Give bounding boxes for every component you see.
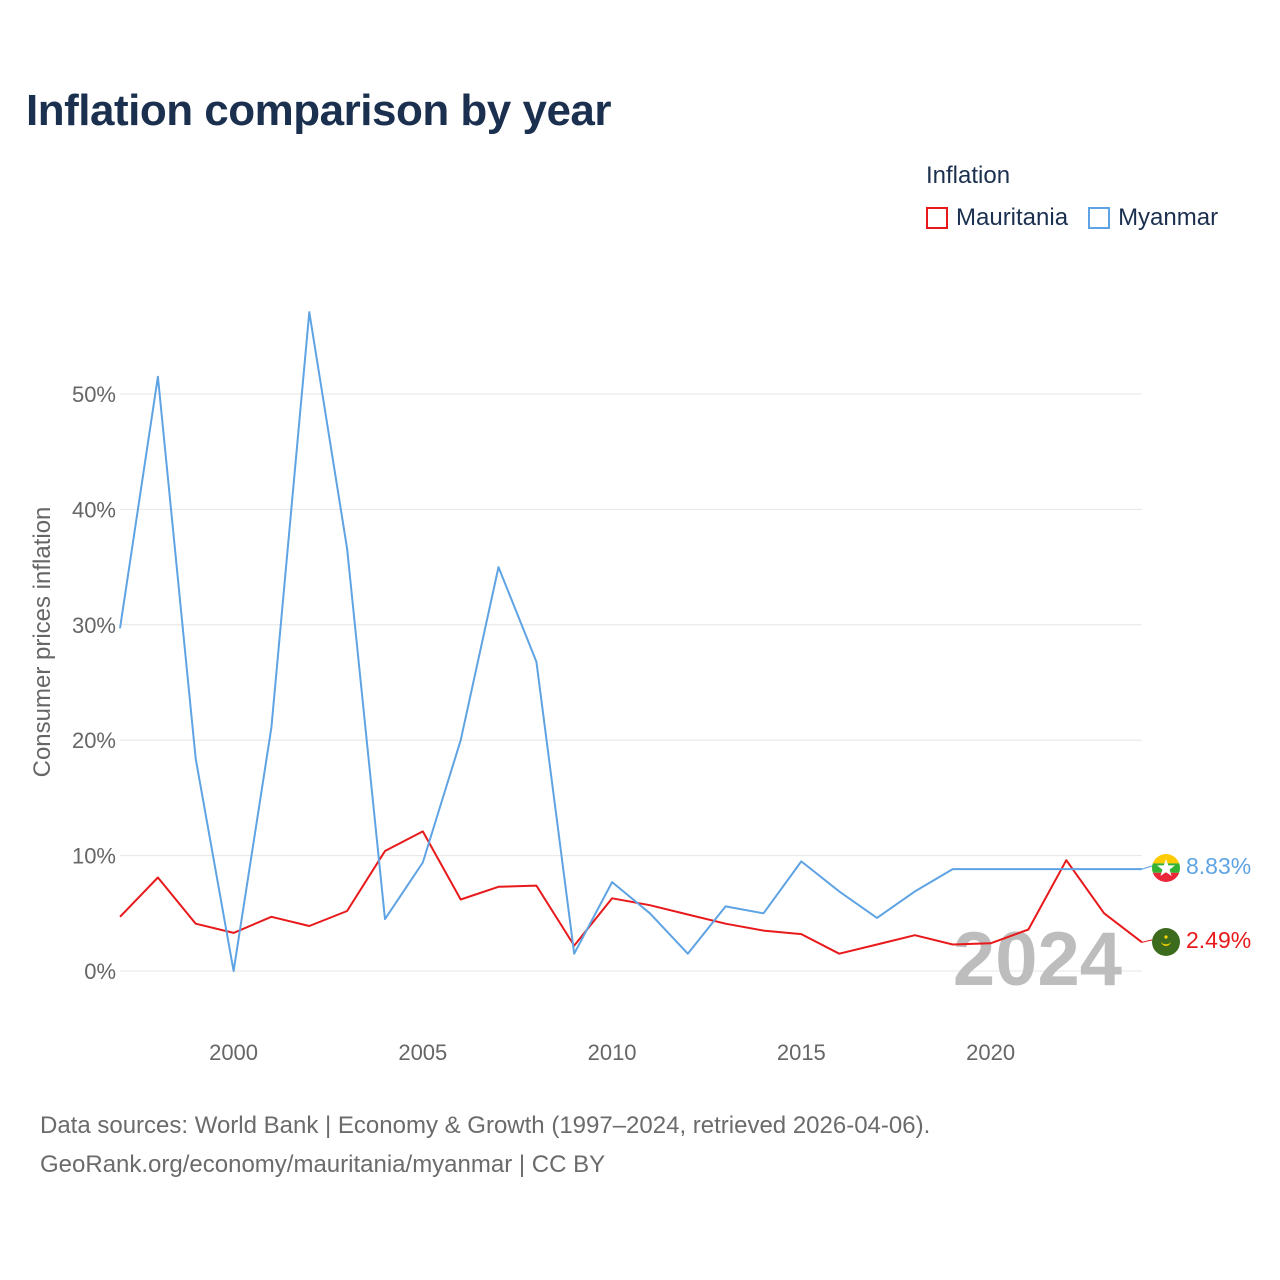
end-connector-mauritania bbox=[1141, 939, 1153, 943]
year-watermark: 2024 bbox=[953, 917, 1122, 1002]
myanmar-flag-icon bbox=[1152, 854, 1180, 882]
y-tick-label: 0% bbox=[84, 959, 116, 984]
x-tick-label: 2020 bbox=[966, 1040, 1015, 1065]
legend-swatch-mauritania bbox=[926, 207, 948, 229]
legend-swatch-myanmar bbox=[1088, 207, 1111, 229]
end-value-label-mauritania: 2.49% bbox=[1186, 927, 1251, 953]
gridlines bbox=[120, 393, 1142, 972]
y-tick-label: 50% bbox=[72, 382, 116, 407]
y-tick-label: 30% bbox=[72, 613, 116, 638]
end-connector-myanmar bbox=[1141, 865, 1153, 870]
legend-item-myanmar[interactable]: Myanmar bbox=[1088, 204, 1218, 232]
y-axis-label: Consumer prices inflation bbox=[29, 507, 56, 778]
end-value-label-myanmar: 8.83% bbox=[1186, 853, 1251, 879]
x-tick-label: 2010 bbox=[588, 1040, 637, 1065]
source-line-1: Data sources: World Bank | Economy & Gro… bbox=[40, 1112, 931, 1139]
series-group: 2.49% 8.83% bbox=[119, 311, 1251, 972]
mauritania-flag-icon bbox=[1152, 928, 1180, 956]
x-tick-label: 2000 bbox=[209, 1040, 258, 1065]
legend-label-mauritania: Mauritania bbox=[956, 204, 1069, 231]
end-markers bbox=[1152, 854, 1180, 956]
series-line-myanmar bbox=[119, 311, 1142, 972]
y-tick-label: 10% bbox=[72, 844, 116, 869]
x-tick-label: 2005 bbox=[398, 1040, 447, 1065]
legend-item-mauritania[interactable]: Mauritania bbox=[926, 204, 1068, 232]
legend-title: Inflation bbox=[926, 162, 1011, 189]
series-line-mauritania bbox=[119, 830, 1143, 955]
x-axis-ticks: 2000 2005 2010 2015 2020 bbox=[209, 1040, 1015, 1065]
legend-label-myanmar: Myanmar bbox=[1118, 204, 1219, 231]
y-tick-label: 40% bbox=[72, 497, 116, 522]
y-tick-label: 20% bbox=[72, 728, 116, 753]
chart-title: Inflation comparison by year bbox=[26, 86, 612, 135]
x-tick-label: 2015 bbox=[777, 1040, 826, 1065]
source-line-2[interactable]: GeoRank.org/economy/mauritania/myanmar |… bbox=[40, 1151, 606, 1178]
source-note: Data sources: World Bank | Economy & Gro… bbox=[40, 1106, 930, 1184]
y-axis-ticks: 0% 10% 20% 30% 40% 50% bbox=[72, 382, 116, 984]
legend: Inflation Mauritania Myanmar bbox=[926, 162, 1218, 232]
